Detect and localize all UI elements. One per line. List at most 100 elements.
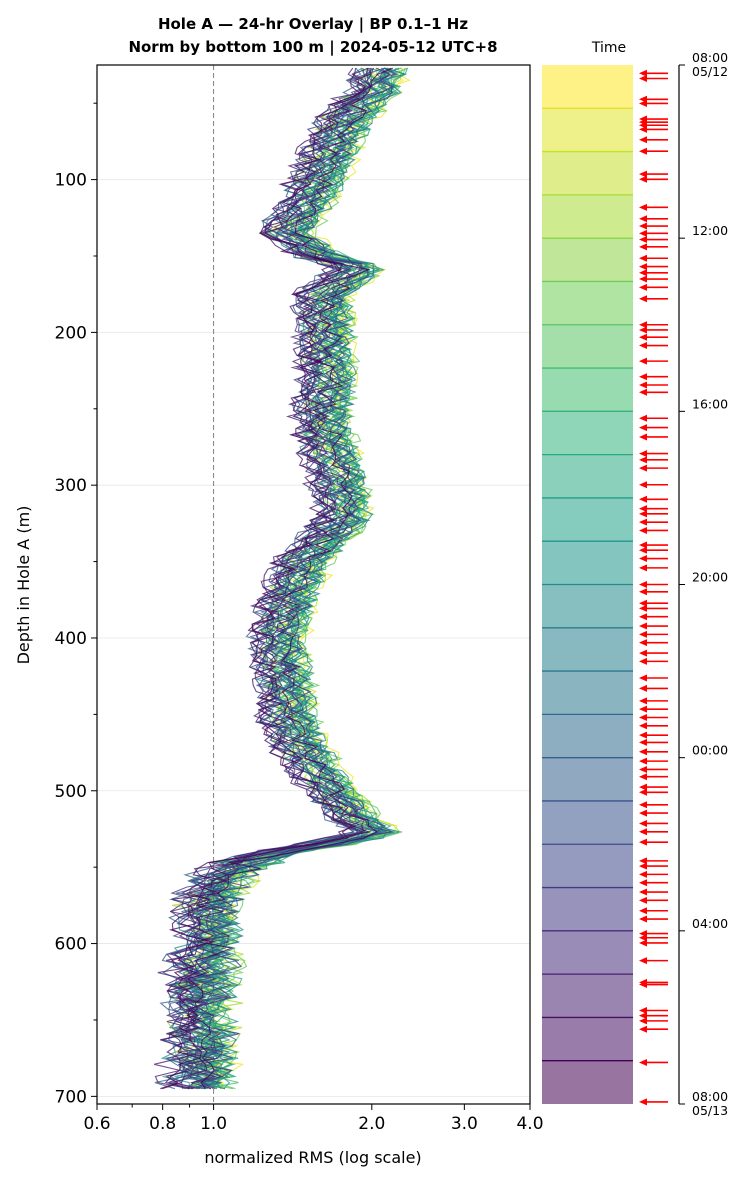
- chart-title-line2: Norm by bottom 100 m | 2024-05-12 UTC+8: [128, 38, 497, 57]
- time-marker-head-66: [639, 748, 647, 756]
- time-marker-head-67: [639, 757, 647, 765]
- time-marker-head-69: [639, 773, 647, 781]
- time-marker-head-81: [639, 888, 647, 896]
- time-marker-head-77: [639, 857, 647, 865]
- colorbar-band-17: [542, 757, 633, 801]
- trace-45: [164, 68, 361, 1090]
- time-marker-head-9: [639, 147, 647, 155]
- time-marker-head-90: [639, 981, 647, 989]
- colorbar-label: Time: [591, 40, 626, 56]
- time-marker-head-42: [639, 518, 647, 526]
- time-marker-head-64: [639, 731, 647, 739]
- time-marker-head-10: [639, 170, 647, 178]
- colorbar-band-9: [542, 411, 633, 455]
- time-marker-head-25: [639, 326, 647, 334]
- profile-traces: [153, 67, 411, 1090]
- time-marker-head-13: [639, 215, 647, 223]
- colorbar-band-12: [542, 541, 633, 585]
- time-marker-head-26: [639, 333, 647, 341]
- time-marker-head-21: [639, 275, 647, 283]
- time-marker-head-44: [639, 541, 647, 549]
- colorbar-band-24: [542, 1060, 633, 1104]
- time-markers: [639, 69, 668, 1106]
- time-marker-head-24: [639, 321, 647, 329]
- time-marker-head-49: [639, 588, 647, 596]
- x-tick-label-5: 4.0: [516, 1114, 543, 1134]
- time-marker-head-61: [639, 705, 647, 713]
- time-marker-head-43: [639, 526, 647, 534]
- time-marker-head-92: [639, 1012, 647, 1020]
- time-marker-head-31: [639, 388, 647, 396]
- time-marker-head-41: [639, 510, 647, 518]
- colorbar-band-14: [542, 627, 633, 672]
- colorbar-band-8: [542, 368, 633, 412]
- colorbar-band-21: [542, 930, 633, 975]
- trace-44: [153, 67, 363, 1090]
- colorbar-band-5: [542, 238, 633, 282]
- trace-48: [186, 67, 394, 1090]
- y-tick-label-3: 400: [55, 629, 87, 649]
- colorbar-band-19: [542, 844, 633, 888]
- plot-area: 0.6 0.8 1.0 2.0 3.0 4.0 100 200 300 400 500 600 700: [55, 64, 544, 1134]
- time-marker-head-76: [639, 838, 647, 846]
- time-marker-head-48: [639, 581, 647, 588]
- time-marker-head-95: [639, 1058, 647, 1066]
- y-tick-label-4: 500: [55, 782, 87, 802]
- y-tick-label-6: 700: [55, 1087, 87, 1107]
- colorbar-tick-label-0: 08:00 05/12: [692, 50, 728, 79]
- time-marker-head-19: [639, 263, 647, 271]
- time-marker-head-16: [639, 236, 647, 244]
- y-tick-label-5: 600: [55, 935, 87, 955]
- colorbar-band-3: [542, 151, 633, 195]
- time-marker-head-0: [639, 69, 647, 77]
- time-marker-head-94: [639, 1025, 647, 1033]
- time-marker-head-28: [639, 357, 647, 365]
- trace-43: [174, 67, 374, 1090]
- chart-title-line1: Hole A — 24-hr Overlay | BP 0.1–1 Hz: [158, 15, 468, 34]
- time-marker-head-58: [639, 674, 647, 682]
- colorbar-tick-label-3: 20:00: [692, 570, 728, 585]
- time-marker-head-56: [639, 649, 647, 657]
- colorbar-band-2: [542, 108, 633, 152]
- x-tick-label-3: 2.0: [358, 1114, 385, 1134]
- time-marker-head-7: [639, 125, 647, 133]
- colorbar-band-18: [542, 800, 633, 845]
- time-marker-head-35: [639, 450, 647, 458]
- time-marker-head-75: [639, 828, 647, 836]
- time-marker-head-37: [639, 464, 647, 472]
- time-marker-head-11: [639, 175, 647, 183]
- trace-27: [192, 67, 402, 1090]
- time-marker-head-79: [639, 870, 647, 878]
- time-marker-head-82: [639, 896, 647, 904]
- time-marker-head-34: [639, 433, 647, 441]
- time-marker-head-38: [639, 481, 647, 489]
- time-marker-head-72: [639, 801, 647, 809]
- x-tick-label-4: 3.0: [451, 1114, 478, 1134]
- colorbar: [542, 65, 633, 1104]
- colorbar-band-11: [542, 497, 633, 542]
- time-marker-head-55: [639, 639, 647, 647]
- time-marker-head-60: [639, 697, 647, 705]
- time-marker-head-46: [639, 555, 647, 563]
- time-marker-head-91: [639, 1006, 647, 1014]
- colorbar-band-16: [542, 714, 633, 758]
- time-marker-head-73: [639, 809, 647, 817]
- time-marker-head-45: [639, 546, 647, 554]
- time-marker-head-1: [639, 75, 647, 83]
- time-marker-head-51: [639, 604, 647, 612]
- x-tick-label-0: 0.6: [83, 1114, 110, 1134]
- time-marker-head-52: [639, 613, 647, 621]
- time-marker-head-63: [639, 722, 647, 730]
- colorbar-band-23: [542, 1017, 633, 1061]
- time-marker-head-78: [639, 862, 647, 870]
- y-axis-ticks: 100 200 300 400 500 600 700: [55, 102, 97, 1107]
- time-marker-head-88: [639, 957, 647, 965]
- time-marker-head-86: [639, 934, 647, 942]
- time-marker-head-83: [639, 907, 647, 915]
- colorbar-tick-label-2: 16:00: [692, 396, 728, 411]
- time-marker-head-59: [639, 684, 647, 692]
- x-tick-label-2: 1.0: [200, 1114, 227, 1134]
- x-axis-label: normalized RMS (log scale): [204, 1148, 421, 1167]
- time-marker-head-93: [639, 1017, 647, 1025]
- time-marker-head-84: [639, 915, 647, 923]
